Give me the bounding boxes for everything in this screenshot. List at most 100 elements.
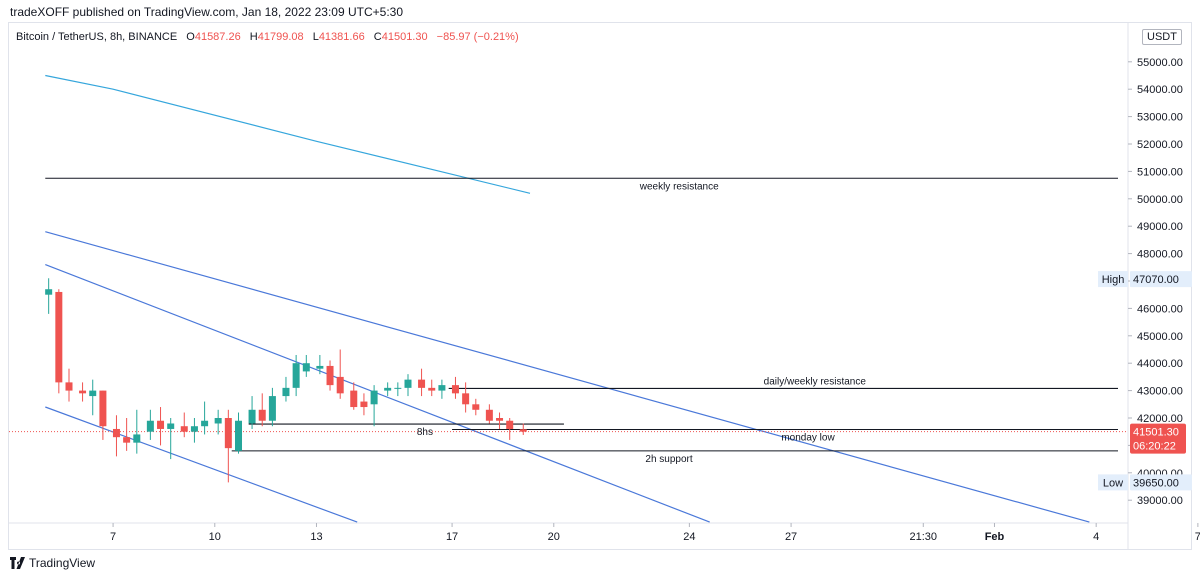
candle[interactable] [55, 289, 63, 394]
candle[interactable] [235, 412, 243, 454]
candle-layer [45, 278, 527, 483]
candle-body [350, 390, 358, 408]
candle[interactable] [496, 412, 504, 429]
open-value: 41587.26 [194, 31, 241, 43]
candle-body [302, 363, 310, 372]
candle[interactable] [519, 423, 527, 435]
low-value: 41381.66 [318, 31, 365, 43]
candle-body [360, 401, 368, 408]
candle[interactable] [360, 393, 368, 416]
candle[interactable] [258, 393, 266, 427]
candle[interactable] [316, 354, 324, 375]
candle-body [438, 385, 446, 391]
candle-body [235, 420, 243, 451]
candle-body [65, 382, 73, 391]
candle-body [214, 418, 222, 424]
candle[interactable] [180, 412, 188, 438]
candle-body [180, 426, 188, 432]
change-value: −85.97 (−0.21%) [436, 31, 519, 43]
candle[interactable] [123, 418, 131, 451]
tradingview-logo-icon [10, 557, 25, 569]
candle[interactable] [248, 396, 256, 429]
candle[interactable] [146, 409, 154, 440]
high-value-tag-box [1130, 271, 1192, 288]
candle[interactable] [214, 409, 222, 435]
candle[interactable] [326, 360, 334, 391]
candle-body [506, 420, 514, 429]
candle-body [462, 393, 470, 405]
candle[interactable] [201, 401, 209, 435]
candle[interactable] [394, 382, 402, 397]
high-marker-label-box [1098, 271, 1128, 288]
level-label: 2h support [645, 454, 692, 465]
candle[interactable] [133, 409, 141, 454]
currency-button[interactable]: USDT [1142, 29, 1182, 45]
candle[interactable] [292, 354, 300, 397]
candle-body [370, 390, 378, 405]
symbol-legend: Bitcoin / TetherUS, 8h, BINANCE O41587.2… [16, 31, 525, 43]
x-tick-label: Feb [985, 531, 1005, 543]
candle[interactable] [224, 409, 232, 483]
candle-body [167, 423, 175, 429]
candle-body [258, 409, 266, 421]
candle[interactable] [268, 387, 276, 427]
candle-body [133, 434, 141, 443]
candle[interactable] [485, 404, 493, 424]
candle[interactable] [451, 376, 459, 399]
candle-body [123, 437, 131, 443]
y-tick-label: 50000.00 [1137, 194, 1183, 206]
candle[interactable] [65, 368, 73, 402]
candle[interactable] [89, 379, 97, 416]
candle-body [45, 289, 53, 295]
close-label: C [373, 31, 382, 43]
y-tick-label: 43000.00 [1137, 386, 1183, 398]
candle-body [248, 409, 256, 424]
high-value-tag: 47070.00 [1133, 274, 1179, 286]
candle[interactable] [336, 349, 344, 399]
candle[interactable] [404, 374, 412, 397]
level-label: daily/weekly resistance [764, 376, 867, 387]
symbol-name: Bitcoin / TetherUS, 8h, BINANCE [16, 31, 178, 43]
candle[interactable] [384, 382, 392, 397]
y-tick-label: 46000.00 [1137, 303, 1183, 315]
candle[interactable] [157, 407, 165, 446]
channel-trendline[interactable] [45, 406, 358, 523]
candle[interactable] [506, 418, 514, 440]
candle[interactable] [472, 398, 480, 416]
y-tick-label: 49000.00 [1137, 221, 1183, 233]
y-tick-label: 39000.00 [1137, 495, 1183, 507]
x-tick-label: 17 [446, 531, 458, 543]
candle-body [157, 420, 165, 429]
candle[interactable] [438, 379, 446, 399]
candle-body [485, 409, 493, 421]
candle-body [451, 385, 459, 394]
x-tick-label: 24 [683, 531, 695, 543]
candle[interactable] [45, 278, 53, 314]
low-marker-label-box [1098, 474, 1128, 491]
high-label: H [249, 31, 258, 43]
candle[interactable] [112, 415, 120, 457]
candle[interactable] [350, 382, 358, 410]
channel-trendline[interactable] [45, 231, 1090, 523]
x-tick-label: 21:30 [910, 531, 938, 543]
candle[interactable] [99, 390, 107, 440]
candle[interactable] [167, 418, 175, 460]
candle[interactable] [282, 376, 290, 402]
candle-body [384, 387, 392, 391]
candle[interactable] [370, 385, 378, 427]
candle[interactable] [79, 382, 87, 402]
candle-body [496, 418, 504, 421]
candle[interactable] [190, 418, 198, 443]
candle[interactable] [302, 354, 310, 377]
candle-body [99, 390, 107, 427]
moving-average-line[interactable] [45, 74, 531, 194]
candle-body [336, 376, 344, 394]
y-tick-label: 48000.00 [1137, 249, 1183, 261]
candle-body [428, 387, 436, 391]
candle[interactable] [418, 368, 426, 397]
last-price-tag: 41501.30 [1133, 427, 1179, 439]
candle[interactable] [428, 379, 436, 397]
candle[interactable] [462, 382, 470, 413]
trendline-layer [45, 74, 1090, 523]
